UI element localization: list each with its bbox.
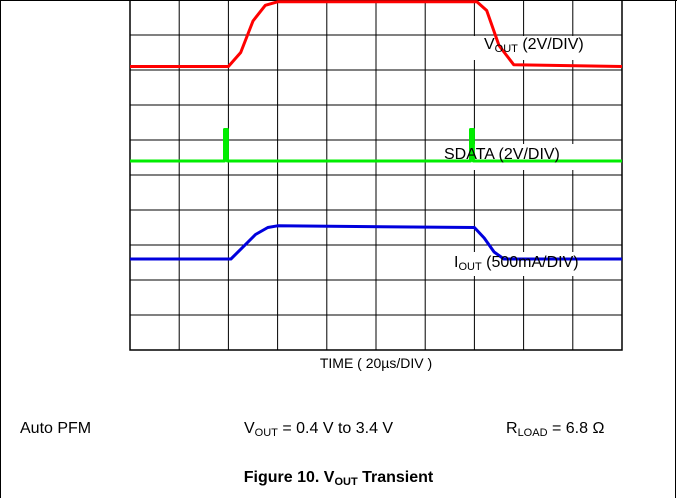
sdata-trace-label: SDATA (2V/DIV) [444, 146, 560, 163]
vout-trace-label: VOUT (2V/DIV) [484, 36, 584, 55]
scope-grid [129, 0, 623, 351]
page-frame-left [0, 0, 1, 498]
vout-range-label: VOUT = 0.4 V to 3.4 V [244, 420, 394, 439]
page-frame-right [675, 0, 676, 498]
x-axis-label: TIME ( 20µs/DIV ) [319, 355, 433, 371]
plot-border [129, 0, 623, 351]
trace-label-background [428, 144, 588, 170]
vout-trace [130, 0, 623, 68]
figure-caption: Figure 10. VOUT Transient [243, 469, 434, 488]
iout-trace-label: IOUT (500mA/DIV) [454, 254, 579, 273]
sdata-trace [130, 128, 622, 163]
iout-trace [130, 224, 622, 261]
mode-label: Auto PFM [20, 420, 92, 437]
rload-label: RLOAD = 6.8 Ω [506, 420, 605, 439]
scope-traces [130, 0, 623, 261]
trace-label-background [434, 252, 608, 276]
